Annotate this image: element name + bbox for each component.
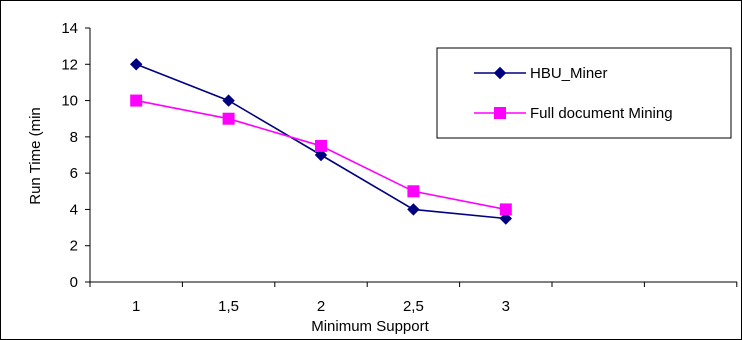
y-tick-label: 10 xyxy=(61,93,78,110)
data-point xyxy=(222,94,235,107)
y-tick-label: 2 xyxy=(70,238,78,255)
series-2 xyxy=(130,94,512,216)
x-tick-label: 2,5 xyxy=(403,298,424,315)
x-tick-label: 1 xyxy=(132,298,140,315)
legend-marker xyxy=(493,66,507,80)
data-point xyxy=(407,203,420,216)
y-axis-title: Run Time (min xyxy=(27,107,44,205)
data-point xyxy=(407,185,420,198)
data-point xyxy=(129,58,143,71)
data-point xyxy=(499,212,513,225)
data-point xyxy=(315,139,327,152)
legend-box xyxy=(436,47,732,139)
series-1 xyxy=(129,58,513,225)
data-point xyxy=(314,148,328,162)
y-tick-label: 14 xyxy=(61,20,78,37)
legend-label: Full document Mining xyxy=(530,105,673,122)
x-tick-label: 1,5 xyxy=(218,298,239,315)
y-tick-label: 12 xyxy=(61,56,78,73)
y-tick-label: 4 xyxy=(70,201,78,218)
y-tick-label: 8 xyxy=(70,129,78,146)
y-tick-label: 6 xyxy=(70,165,78,182)
legend-marker xyxy=(494,107,506,119)
legend-label: HBU_Miner xyxy=(530,65,608,82)
x-tick-label: 3 xyxy=(502,298,510,315)
x-tick-label: 2 xyxy=(317,298,325,315)
data-point xyxy=(222,112,235,125)
legend: HBU_Miner Full document Mining xyxy=(436,47,732,139)
x-axis-title: Minimum Support xyxy=(311,318,429,335)
y-tick-label: 0 xyxy=(70,274,78,291)
data-point xyxy=(499,203,512,216)
data-point xyxy=(130,94,143,107)
